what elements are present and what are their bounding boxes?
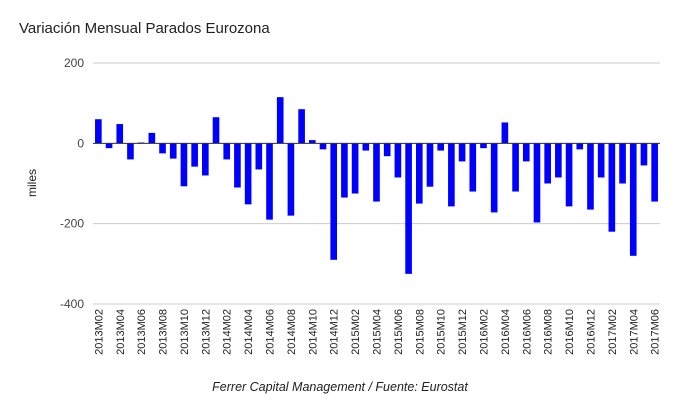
bar-2013M07: [148, 132, 156, 144]
x-tick-label: 2014M02: [222, 309, 234, 355]
bar-2017M01: [597, 143, 605, 178]
bar-2017M02: [608, 143, 616, 232]
y-axis-label: miles: [25, 169, 39, 197]
bar-2016M04: [501, 122, 509, 144]
x-tick-label: 2013M04: [115, 309, 127, 355]
bar-2016M07: [533, 143, 541, 223]
x-tick-label: 2014M08: [286, 309, 298, 355]
bar-2017M04: [629, 143, 637, 256]
bar-2017M03: [619, 143, 626, 184]
x-tick-label: 2014M10: [307, 309, 319, 355]
x-tick-label: 2016M10: [564, 309, 576, 355]
bar-2016M11: [576, 143, 584, 150]
bar-2013M04: [116, 124, 124, 144]
bar-2015M11: [448, 143, 455, 207]
x-tick-label: 2013M12: [200, 309, 212, 355]
bar-2015M01: [341, 143, 348, 198]
bar-2013M12: [202, 143, 209, 176]
bar-2016M01: [469, 143, 477, 192]
bar-2013M05: [127, 143, 134, 160]
chart-title: Variación Mensual Parados Eurozona: [19, 20, 270, 37]
bar-2014M10: [308, 140, 316, 144]
x-tick-label: 2013M02: [93, 309, 105, 355]
bar-series: [95, 97, 658, 274]
bar-2015M02: [351, 143, 359, 194]
x-tick-label: 2015M12: [457, 309, 469, 355]
bar-2016M06: [522, 143, 530, 162]
x-tick-label: 2017M04: [628, 309, 640, 355]
bar-2014M06: [266, 143, 273, 220]
bar-2015M03: [362, 143, 370, 151]
bar-2013M08: [159, 143, 166, 154]
bar-2016M02: [480, 143, 487, 149]
bar-2013M11: [191, 143, 198, 167]
bar-2013M09: [169, 143, 177, 159]
bar-2016M09: [555, 143, 562, 178]
x-tick-label: 2013M08: [158, 309, 170, 355]
x-tick-label: 2016M02: [478, 309, 490, 355]
bar-2015M05: [383, 143, 391, 157]
x-tick-label: 2017M02: [607, 309, 619, 355]
x-tick-label: 2016M08: [543, 309, 555, 355]
y-tick-label: -200: [60, 217, 84, 231]
x-tick-label: 2016M12: [585, 309, 597, 355]
x-tick-label: 2013M10: [179, 309, 191, 355]
bar-2016M08: [544, 143, 551, 184]
x-tick-label: 2017M06: [650, 309, 662, 355]
bar-2015M07: [405, 143, 412, 274]
x-tick-label: 2013M06: [136, 309, 148, 355]
bar-2015M09: [426, 143, 434, 187]
x-tick-label: 2014M12: [329, 309, 341, 355]
bar-2016M03: [490, 143, 498, 213]
x-tick-label: 2016M06: [521, 309, 533, 355]
bar-2014M05: [255, 143, 263, 170]
bar-2016M12: [587, 143, 594, 210]
source-caption: Ferrer Capital Management / Fuente: Euro…: [212, 380, 468, 394]
bar-2013M03: [105, 143, 113, 149]
bar-2014M07: [276, 97, 284, 144]
y-tick-label: 0: [77, 136, 84, 150]
x-axis-ticks: 2013M02 2013M04 2013M06 2013M08 2013M10 2013M…: [93, 309, 661, 355]
bar-2014M01: [212, 117, 220, 144]
bar-2014M11: [319, 143, 327, 150]
y-tick-label: -400: [60, 297, 84, 311]
bar-2014M09: [298, 109, 305, 144]
x-tick-label: 2014M06: [265, 309, 277, 355]
bar-2014M03: [234, 143, 241, 188]
bar-2015M10: [437, 143, 444, 151]
x-tick-label: 2016M04: [500, 309, 512, 355]
x-tick-label: 2014M04: [243, 309, 255, 355]
bar-2014M12: [330, 143, 338, 260]
bar-2016M05: [512, 143, 519, 192]
bar-2014M08: [287, 143, 295, 216]
bar-2017M05: [640, 143, 648, 166]
bar-2013M10: [180, 143, 188, 187]
x-tick-label: 2015M02: [350, 309, 362, 355]
bar-2017M06: [651, 143, 658, 202]
x-tick-label: 2015M08: [414, 309, 426, 355]
bar-2014M02: [223, 143, 231, 160]
bar-2015M06: [394, 143, 402, 178]
bar-2014M04: [244, 143, 252, 205]
bar-2015M12: [458, 143, 466, 162]
bar-2016M10: [565, 143, 573, 207]
x-tick-label: 2015M06: [393, 309, 405, 355]
x-tick-label: 2015M10: [436, 309, 448, 355]
bar-2015M08: [415, 143, 423, 204]
y-axis-ticks: 200 0 -200 -400: [60, 56, 84, 311]
bar-2015M04: [373, 143, 380, 202]
bar-2013M02: [95, 119, 102, 144]
x-tick-label: 2015M04: [372, 309, 384, 355]
y-tick-label: 200: [64, 56, 84, 70]
